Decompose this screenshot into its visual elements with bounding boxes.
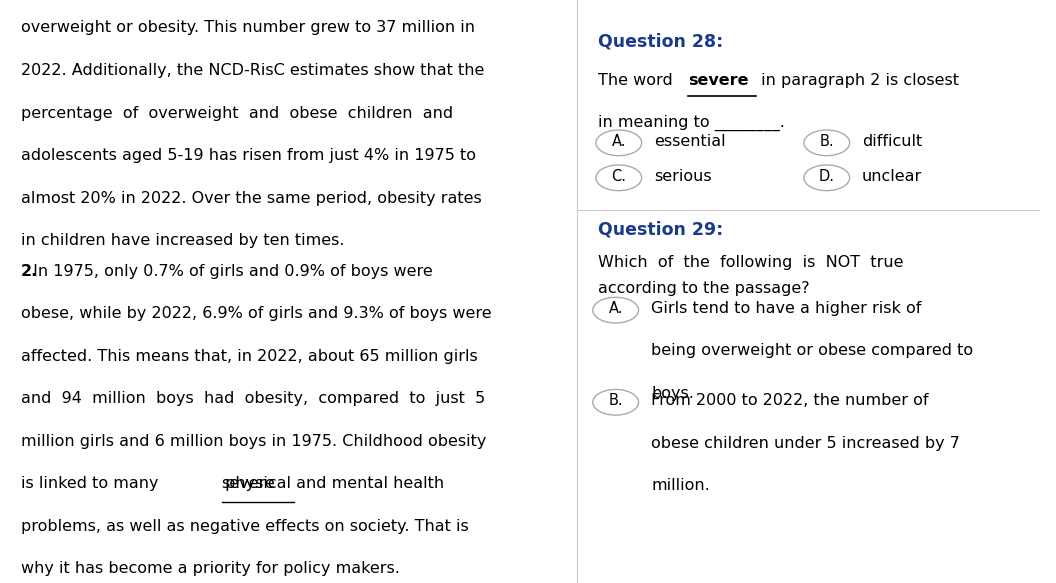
Text: severe: severe — [222, 476, 276, 491]
Text: almost 20% in 2022. Over the same period, obesity rates: almost 20% in 2022. Over the same period… — [21, 191, 482, 206]
Text: serious: serious — [654, 168, 712, 184]
Text: B.: B. — [819, 134, 834, 149]
Text: adolescents aged 5-19 has risen from just 4% in 1975 to: adolescents aged 5-19 has risen from jus… — [21, 148, 476, 163]
Text: being overweight or obese compared to: being overweight or obese compared to — [650, 343, 974, 359]
Text: Question 29:: Question 29: — [598, 220, 723, 238]
Text: essential: essential — [654, 134, 725, 149]
Text: obese children under 5 increased by 7: obese children under 5 increased by 7 — [650, 436, 960, 451]
Text: overweight or obesity. This number grew to 37 million in: overweight or obesity. This number grew … — [21, 20, 475, 36]
Text: In 1975, only 0.7% of girls and 0.9% of boys were: In 1975, only 0.7% of girls and 0.9% of … — [29, 264, 433, 279]
Text: Question 28:: Question 28: — [598, 32, 723, 50]
Text: obese, while by 2022, 6.9% of girls and 9.3% of boys were: obese, while by 2022, 6.9% of girls and … — [21, 306, 491, 321]
Text: Girls tend to have a higher risk of: Girls tend to have a higher risk of — [650, 301, 922, 316]
Text: Which  of  the  following  is  NOT  true
according to the passage?: Which of the following is NOT true accor… — [598, 255, 904, 296]
Text: why it has become a priority for policy makers.: why it has become a priority for policy … — [21, 561, 399, 577]
Text: in meaning to ________.: in meaning to ________. — [598, 115, 785, 131]
Text: percentage  of  overweight  and  obese  children  and: percentage of overweight and obese child… — [21, 106, 453, 121]
Text: A.: A. — [611, 134, 626, 149]
Text: problems, as well as negative effects on society. That is: problems, as well as negative effects on… — [21, 519, 469, 534]
Text: The word: The word — [598, 73, 678, 88]
Text: From 2000 to 2022, the number of: From 2000 to 2022, the number of — [650, 393, 928, 408]
Text: 2022. Additionally, the NCD-RisC estimates show that the: 2022. Additionally, the NCD-RisC estimat… — [21, 63, 484, 78]
Text: C.: C. — [611, 168, 626, 184]
Text: unclear: unclear — [862, 168, 922, 184]
Text: in children have increased by ten times.: in children have increased by ten times. — [21, 233, 344, 248]
Text: million girls and 6 million boys in 1975. Childhood obesity: million girls and 6 million boys in 1975… — [21, 434, 486, 449]
Text: in paragraph 2 is closest: in paragraph 2 is closest — [756, 73, 959, 88]
Text: million.: million. — [650, 478, 710, 493]
Text: boys.: boys. — [650, 386, 694, 401]
Text: severe: severe — [689, 73, 749, 88]
Text: B.: B. — [608, 393, 623, 408]
Text: A.: A. — [608, 301, 623, 316]
Text: is linked to many             physical and mental health: is linked to many physical and mental he… — [21, 476, 444, 491]
Text: difficult: difficult — [862, 134, 922, 149]
Text: D.: D. — [818, 168, 834, 184]
Text: and  94  million  boys  had  obesity,  compared  to  just  5: and 94 million boys had obesity, compare… — [21, 391, 485, 406]
Text: affected. This means that, in 2022, about 65 million girls: affected. This means that, in 2022, abou… — [21, 349, 477, 364]
Text: 2.: 2. — [21, 264, 38, 279]
